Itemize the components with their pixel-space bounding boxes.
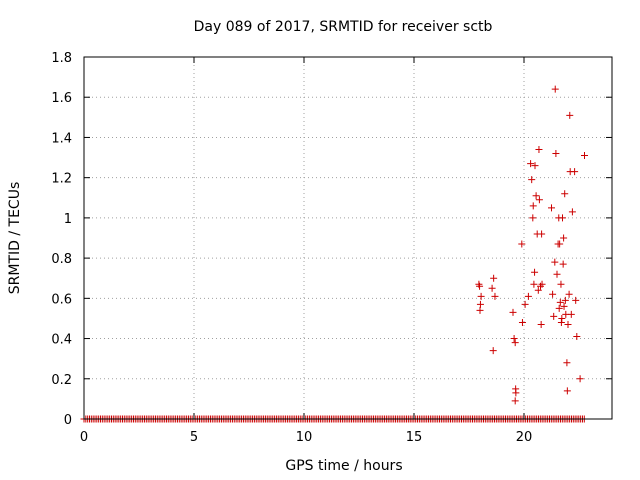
data-point — [512, 389, 520, 397]
y-tick-label: 1.2 — [51, 172, 72, 187]
data-point — [524, 292, 532, 300]
data-point — [548, 204, 555, 212]
data-point — [551, 258, 559, 266]
data-point — [518, 318, 526, 326]
data-point — [558, 314, 566, 322]
data-point — [511, 397, 519, 405]
data-point — [531, 268, 539, 276]
data-point — [560, 302, 568, 310]
data-point — [564, 320, 572, 328]
grid-lines — [84, 57, 612, 419]
data-point — [476, 306, 484, 314]
x-tick-label: 5 — [190, 430, 198, 445]
data-point — [476, 282, 484, 290]
data-point — [535, 146, 543, 154]
y-axis-title: SRMTID / TECUs — [7, 182, 23, 295]
y-tick-label: 0.6 — [51, 292, 72, 307]
data-point — [551, 85, 559, 93]
data-points — [475, 85, 588, 405]
chart-title: Day 089 of 2017, SRMTID for receiver sct… — [194, 19, 493, 35]
data-point — [561, 296, 569, 304]
data-point — [556, 298, 564, 306]
data-point — [511, 339, 519, 347]
x-axis-title: GPS time / hours — [285, 458, 402, 474]
data-point — [563, 359, 571, 367]
data-point — [568, 208, 576, 216]
data-point — [561, 190, 569, 198]
data-point — [567, 310, 575, 318]
data-point — [527, 160, 535, 168]
data-point — [552, 150, 560, 158]
data-point — [532, 192, 540, 200]
y-tick-label: 0.2 — [51, 373, 72, 388]
data-point — [518, 240, 526, 248]
data-point — [534, 286, 542, 294]
data-point — [565, 290, 573, 298]
data-point — [538, 230, 546, 238]
data-point — [521, 300, 529, 308]
data-point — [557, 280, 565, 288]
tick-labels: 0 5 10 15 20 0 0.2 0.4 0.6 0.8 1 1.2 1.4 1.6 1.8 — [51, 51, 532, 445]
x-tick-label: 20 — [516, 430, 533, 445]
data-point — [509, 308, 517, 316]
data-point — [531, 162, 539, 170]
data-point — [559, 260, 567, 268]
data-point — [560, 234, 568, 242]
data-point — [550, 312, 558, 320]
data-point — [530, 280, 538, 288]
data-point — [571, 168, 579, 176]
data-point — [537, 320, 545, 328]
data-point — [529, 214, 537, 222]
data-point — [488, 284, 496, 292]
data-point — [476, 300, 484, 308]
data-point — [529, 202, 537, 210]
data-point — [535, 196, 543, 204]
data-point — [528, 176, 536, 184]
data-point — [555, 304, 563, 312]
y-tick-label: 1 — [64, 212, 72, 227]
data-point — [581, 152, 588, 160]
data-point — [490, 274, 498, 282]
data-point — [510, 335, 518, 343]
data-point — [538, 280, 546, 288]
plot-frame — [83, 56, 613, 420]
y-tick-label: 0.8 — [51, 252, 72, 267]
y-tick-label: 0 — [64, 413, 72, 428]
data-point — [563, 387, 571, 395]
data-point — [549, 290, 557, 298]
data-point — [573, 333, 581, 341]
y-tick-label: 1.6 — [51, 91, 72, 106]
x-tick-label: 0 — [80, 430, 88, 445]
data-point — [477, 292, 485, 300]
data-point — [559, 214, 566, 222]
data-point — [491, 292, 499, 300]
x-tick-label: 15 — [406, 430, 423, 445]
data-point — [553, 270, 561, 278]
x-tick-label: 10 — [296, 430, 313, 445]
data-point — [572, 296, 580, 304]
y-tick-label: 1.4 — [51, 131, 72, 146]
data-point — [566, 111, 574, 119]
y-tick-label: 1.8 — [51, 51, 72, 66]
y-tick-label: 0.4 — [51, 333, 72, 348]
data-point — [556, 240, 564, 248]
data-point — [489, 347, 497, 355]
data-point — [576, 375, 584, 383]
axis-ticks — [83, 56, 612, 420]
